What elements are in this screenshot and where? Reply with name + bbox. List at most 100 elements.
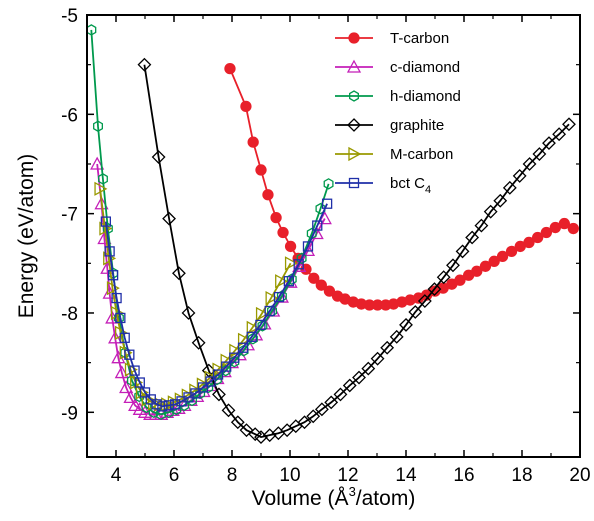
legend-item-m-carbon: M-carbon bbox=[335, 146, 453, 163]
x-tick-label: 6 bbox=[169, 465, 180, 486]
series-line-graphite bbox=[143, 64, 570, 439]
data-point-m-carbon bbox=[275, 274, 289, 289]
x-axis-title-superscript: 3 bbox=[349, 484, 356, 499]
series-line-m-carbon bbox=[99, 188, 292, 406]
x-tick-label: 20 bbox=[569, 465, 590, 486]
data-point-graphite bbox=[455, 244, 470, 259]
data-point-h-diamond bbox=[323, 178, 334, 190]
data-point-t-carbon bbox=[558, 217, 570, 230]
data-point-graphite bbox=[297, 415, 312, 430]
data-point-bct-c4 bbox=[302, 241, 314, 252]
y-tick-label: -7 bbox=[61, 205, 78, 226]
data-point-graphite bbox=[191, 335, 206, 350]
data-point-graphite bbox=[314, 402, 329, 417]
y-axis-title: Energy (eV/atom) bbox=[15, 154, 38, 319]
legend-label-graphite: graphite bbox=[390, 117, 444, 134]
legend-label-t-carbon: T-carbon bbox=[390, 30, 449, 47]
data-point-h-diamond bbox=[203, 381, 214, 394]
data-point-t-carbon bbox=[308, 272, 320, 284]
data-point-t-carbon bbox=[454, 274, 466, 286]
data-point-h-diamond bbox=[257, 320, 268, 332]
data-point-bct-c4 bbox=[312, 220, 323, 231]
x-tick-label: 4 bbox=[111, 465, 122, 486]
data-point-m-carbon bbox=[246, 320, 260, 335]
x-tick-label: 12 bbox=[337, 465, 358, 486]
data-point-bct-c4 bbox=[170, 399, 181, 410]
data-point-h-diamond bbox=[247, 333, 258, 345]
data-point-bct-c4 bbox=[100, 216, 111, 227]
legend-marker-c-diamond bbox=[346, 59, 362, 73]
data-point-graphite bbox=[380, 340, 395, 355]
series-graphite bbox=[137, 57, 576, 445]
data-point-bct-c4 bbox=[197, 382, 209, 393]
data-point-graphite bbox=[221, 403, 236, 418]
axis-ticks: 4 6 8 10 12 14 16 18 20 -9 -8 -7 -6 -5 bbox=[61, 6, 590, 486]
data-point-bct-c4 bbox=[205, 376, 216, 387]
data-point-graphite bbox=[465, 230, 480, 245]
data-point-graphite bbox=[446, 258, 460, 273]
legend-marker-graphite bbox=[347, 118, 361, 132]
data-point-bct-c4 bbox=[229, 352, 240, 363]
data-point-graphite bbox=[137, 57, 152, 72]
data-point-graphite bbox=[562, 117, 576, 132]
y-tick-label: -5 bbox=[61, 6, 78, 27]
data-point-graphite bbox=[542, 136, 556, 151]
series-layer bbox=[87, 24, 579, 445]
data-point-t-carbon bbox=[284, 240, 297, 253]
data-point-graphite bbox=[427, 282, 442, 297]
data-point-bct-c4 bbox=[124, 349, 135, 360]
data-point-bct-c4 bbox=[134, 377, 145, 388]
data-point-graphite bbox=[181, 306, 196, 320]
x-tick-label: 16 bbox=[453, 465, 474, 486]
legend-marker-h-diamond bbox=[349, 90, 359, 102]
data-point-graphite bbox=[399, 317, 413, 332]
data-point-graphite bbox=[324, 395, 339, 410]
data-point-m-carbon bbox=[220, 353, 234, 368]
data-point-c-diamond bbox=[111, 350, 126, 364]
data-point-bct-c4 bbox=[119, 332, 130, 343]
x-axis-title-main: Volume (Å bbox=[252, 487, 349, 510]
data-point-t-carbon bbox=[505, 245, 518, 258]
data-point-bct-c4 bbox=[104, 246, 115, 257]
data-point-graphite bbox=[512, 168, 527, 183]
x-tick-label: 10 bbox=[279, 465, 300, 486]
legend: T-carbon c-diamond h-diamond graphite M-carb… bbox=[335, 30, 461, 196]
data-point-bct-c4 bbox=[190, 388, 201, 399]
data-point-c-diamond bbox=[123, 390, 138, 404]
data-point-graphite bbox=[474, 218, 489, 233]
legend-item-h-diamond: h-diamond bbox=[335, 88, 461, 105]
data-point-c-diamond bbox=[128, 397, 143, 412]
data-point-graphite bbox=[212, 387, 226, 402]
data-point-m-carbon bbox=[255, 306, 269, 322]
data-point-graphite bbox=[333, 387, 348, 402]
data-point-graphite bbox=[370, 351, 385, 366]
data-point-c-diamond bbox=[292, 258, 307, 272]
data-point-c-diamond bbox=[119, 380, 134, 394]
data-point-c-diamond bbox=[132, 401, 147, 415]
data-point-m-carbon bbox=[130, 375, 144, 390]
data-point-bct-c4 bbox=[115, 312, 126, 324]
data-point-bct-c4 bbox=[273, 291, 285, 303]
data-point-graphite bbox=[239, 423, 254, 438]
x-tick-label: 18 bbox=[511, 465, 532, 486]
data-point-bct-c4 bbox=[283, 276, 294, 287]
series-line-h-diamond bbox=[90, 29, 330, 416]
data-point-graphite bbox=[552, 127, 567, 142]
data-point-h-diamond bbox=[155, 408, 166, 421]
data-point-bct-c4 bbox=[293, 259, 304, 270]
data-point-c-diamond bbox=[114, 365, 129, 379]
data-point-graphite bbox=[172, 266, 186, 281]
plot-frame bbox=[86, 14, 581, 458]
data-point-h-diamond bbox=[296, 252, 307, 265]
data-point-h-diamond bbox=[97, 173, 108, 185]
data-point-t-carbon bbox=[323, 285, 336, 297]
legend-label-bct-c4: bct C4 bbox=[390, 175, 431, 196]
series-m-carbon bbox=[94, 181, 298, 412]
data-point-bct-c4 bbox=[321, 198, 333, 209]
data-point-c-diamond bbox=[90, 156, 105, 170]
data-point-t-carbon bbox=[240, 100, 252, 113]
data-point-graphite bbox=[162, 211, 176, 226]
y-tick-label: -8 bbox=[61, 304, 78, 325]
data-point-m-carbon bbox=[110, 305, 124, 321]
